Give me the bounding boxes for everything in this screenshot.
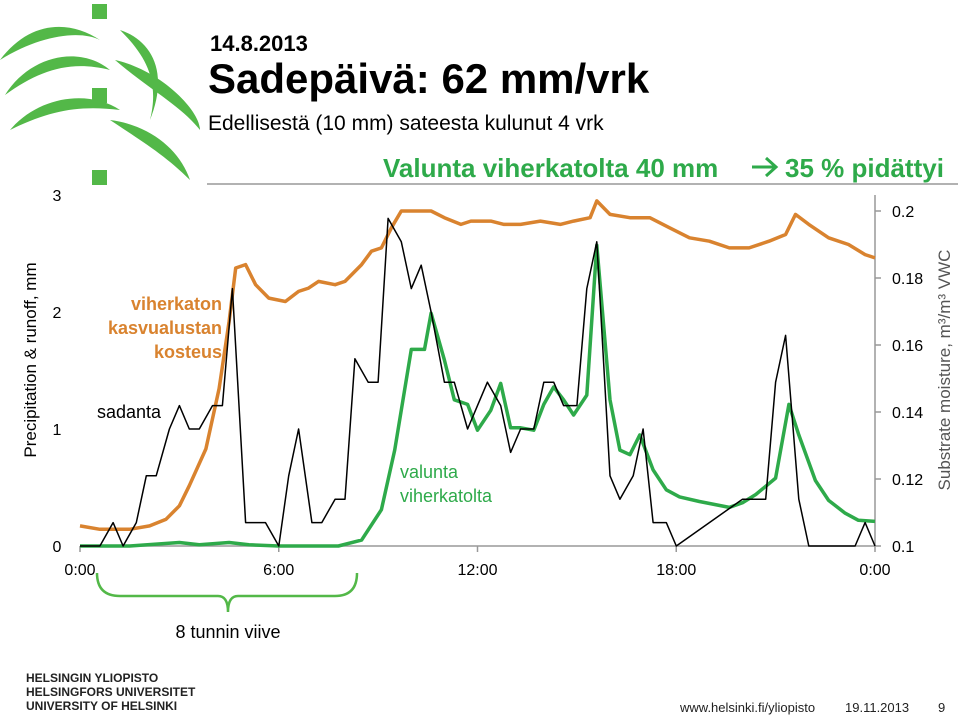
annotation: valunta [400, 462, 459, 482]
footer-date: 19.11.2013 [845, 700, 909, 715]
y2-axis-label: Substrate moisture, m³/m³ VWC [935, 250, 954, 491]
logo-text: HELSINGIN YLIOPISTO [26, 671, 158, 685]
y2-tick-label: 0.2 [892, 204, 914, 221]
y-tick-label: 0 [53, 539, 62, 556]
subtitle: Edellisestä (10 mm) sateesta kulunut 4 v… [208, 112, 604, 135]
headline-arrow [752, 156, 779, 178]
series-line [80, 243, 876, 548]
title: Sadepäivä: 62 mm/vrk [208, 55, 650, 102]
y-axis-label: Precipitation & runoff, mm [21, 262, 40, 457]
annotation: 8 tunnin viive [175, 622, 280, 642]
y2-tick-label: 0.16 [892, 338, 923, 355]
headline: Valunta viherkatolta 40 mm [383, 153, 718, 183]
x-tick-label: 0:00 [859, 562, 890, 579]
logo [0, 4, 200, 185]
date: 14.8.2013 [210, 31, 308, 56]
x-tick-label: 12:00 [457, 562, 497, 579]
y2-tick-label: 0.14 [892, 405, 923, 422]
y-tick-label: 3 [53, 188, 62, 205]
logo-text: UNIVERSITY OF HELSINKI [26, 699, 177, 713]
x-tick-label: 18:00 [656, 562, 696, 579]
annotation: viherkaton [131, 294, 222, 314]
annotation: kosteus [154, 342, 222, 362]
y2-tick-label: 0.1 [892, 539, 914, 556]
annotation: kasvualustan [108, 318, 222, 338]
footer-url: www.helsinki.fi/yliopisto [679, 700, 815, 715]
page-number: 9 [938, 700, 945, 715]
x-tick-label: 6:00 [263, 562, 294, 579]
delay-bracket [95, 572, 359, 613]
annotation: viherkatolta [400, 486, 493, 506]
y-tick-label: 1 [53, 422, 62, 439]
y-tick-label: 2 [53, 305, 62, 322]
y2-tick-label: 0.18 [892, 271, 923, 288]
headline: 35 % pidättyi [785, 153, 944, 183]
annotation: sadanta [97, 402, 162, 422]
x-tick-label: 0:00 [64, 562, 95, 579]
series-line [79, 199, 876, 532]
series-line [80, 217, 876, 547]
y2-tick-label: 0.12 [892, 472, 923, 489]
logo-text: HELSINGFORS UNIVERSITET [26, 685, 196, 699]
